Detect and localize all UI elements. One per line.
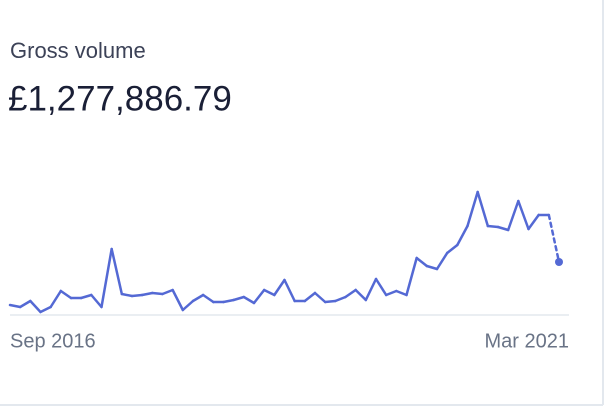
line-segment [100, 247, 113, 309]
line-segment [476, 190, 490, 228]
line-segment [354, 288, 368, 302]
line-segment [384, 289, 398, 297]
line-segment [374, 277, 388, 297]
line-segment [252, 288, 266, 305]
line-segment [59, 289, 73, 300]
line-segment [161, 288, 174, 296]
line-segment [303, 291, 317, 303]
line-segment [79, 293, 93, 300]
line-segment [18, 299, 32, 309]
line-segment [405, 256, 418, 297]
line-segment [171, 288, 185, 312]
line-segment [140, 291, 154, 297]
line-segment [334, 295, 347, 303]
line-segment [445, 243, 459, 255]
line-segment [364, 277, 378, 302]
line-segment [395, 289, 408, 297]
line-segment [344, 288, 357, 299]
line-segment [456, 224, 469, 247]
line-segment [130, 293, 144, 298]
x-tick-label: Mar 2021 [485, 330, 570, 352]
line-segment [242, 295, 256, 305]
line-segment [90, 293, 103, 309]
line-segment [39, 305, 52, 314]
line-segment [313, 291, 327, 304]
line-segment [181, 299, 195, 312]
end-point [555, 258, 563, 266]
line-segment [466, 190, 479, 228]
line-segment [425, 264, 439, 271]
line-segment [323, 299, 337, 304]
line-segment [29, 299, 42, 314]
line-segment [262, 288, 276, 297]
line-segment [506, 199, 520, 232]
line-segment [435, 251, 449, 271]
line-segment [191, 293, 205, 303]
line-segment [222, 298, 235, 304]
line-segment [496, 225, 510, 232]
x-tick-label: Sep 2016 [10, 330, 96, 352]
total-amount: £1,277,886.79 [8, 79, 232, 118]
line-segment [49, 289, 63, 309]
line-segment [517, 199, 530, 231]
line-segment [8, 303, 22, 309]
line-segment [232, 295, 246, 302]
line-segment [283, 278, 296, 303]
line-segment [110, 247, 124, 296]
chart-title: Gross volume [10, 38, 146, 63]
line-segment [120, 292, 134, 298]
line-segment-projected [547, 213, 561, 264]
line-segment [486, 224, 500, 229]
line-segment [151, 291, 164, 296]
line-segment [415, 256, 429, 268]
line-segment [201, 293, 215, 304]
line-segment [527, 213, 540, 231]
line-segment [273, 278, 286, 297]
